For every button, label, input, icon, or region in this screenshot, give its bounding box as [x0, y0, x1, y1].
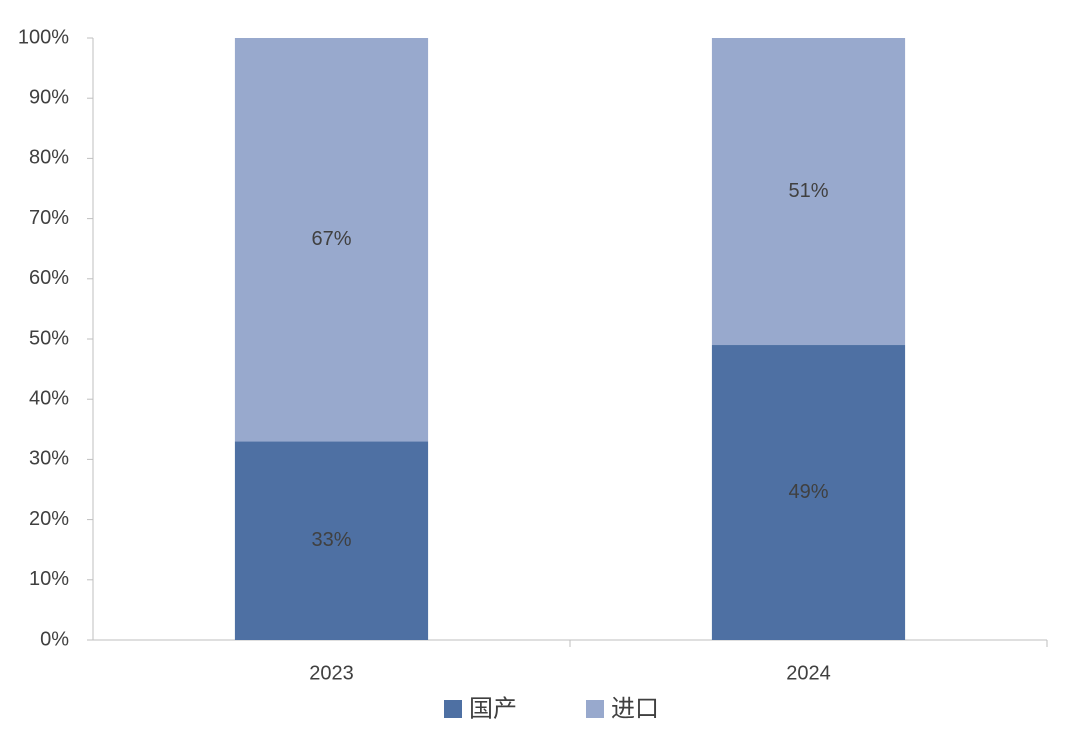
legend-label: 进口	[611, 695, 659, 722]
y-tick-label: 40%	[29, 387, 69, 409]
data-label: 67%	[311, 228, 351, 250]
y-tick-label: 90%	[29, 86, 69, 108]
bar-segment	[711, 345, 906, 640]
y-tick-label: 70%	[29, 207, 69, 229]
legend-swatch	[586, 700, 604, 718]
bar-segment	[234, 38, 429, 442]
data-label: 49%	[788, 481, 828, 503]
y-tick-label: 20%	[29, 508, 69, 530]
y-tick-label: 50%	[29, 327, 69, 349]
y-tick-label: 80%	[29, 147, 69, 169]
y-tick-label: 100%	[18, 26, 69, 48]
data-label: 51%	[788, 180, 828, 202]
y-tick-label: 30%	[29, 448, 69, 470]
data-label: 33%	[311, 529, 351, 551]
y-tick-label: 0%	[40, 628, 69, 650]
legend-label: 国产	[469, 695, 517, 722]
x-tick-label: 2024	[786, 662, 831, 684]
y-tick-label: 10%	[29, 568, 69, 590]
x-tick-label: 2023	[309, 662, 354, 684]
y-tick-label: 60%	[29, 267, 69, 289]
bar-segment	[234, 441, 429, 640]
legend-swatch	[444, 700, 462, 718]
bar-segment	[711, 38, 906, 346]
